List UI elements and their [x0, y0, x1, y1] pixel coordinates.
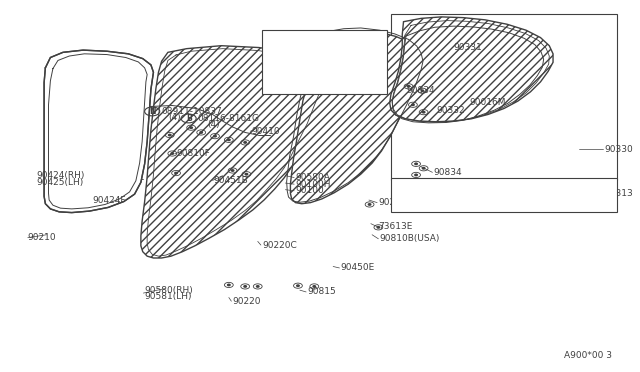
- Text: 73613E: 73613E: [273, 79, 308, 88]
- Text: 90580A: 90580A: [296, 173, 330, 182]
- Text: 90424F: 90424F: [93, 196, 126, 205]
- Text: 90211M: 90211M: [378, 198, 415, 207]
- Text: 90580(RH): 90580(RH): [145, 286, 193, 295]
- Text: 90410F: 90410F: [441, 203, 475, 212]
- Text: 90815: 90815: [307, 288, 336, 296]
- Circle shape: [214, 135, 216, 137]
- Bar: [391, 14, 617, 180]
- Polygon shape: [141, 46, 332, 258]
- Text: 90210: 90210: [28, 233, 56, 242]
- Text: (4): (4): [168, 113, 181, 122]
- Text: 90810B(USA): 90810B(USA): [380, 234, 440, 243]
- Polygon shape: [291, 31, 421, 204]
- Text: 08911-10837: 08911-10837: [161, 107, 221, 116]
- Text: 90450E: 90450E: [340, 263, 375, 272]
- Text: A900*00 3: A900*00 3: [564, 351, 612, 360]
- Text: 90425(LH): 90425(LH): [36, 178, 83, 187]
- Text: USA: USA: [271, 35, 293, 45]
- Text: 90331: 90331: [454, 43, 483, 52]
- Text: B: B: [186, 114, 191, 123]
- Circle shape: [168, 134, 171, 136]
- Circle shape: [171, 153, 173, 154]
- Circle shape: [228, 139, 230, 141]
- Circle shape: [415, 174, 417, 176]
- Text: 08116-8161G: 08116-8161G: [197, 114, 259, 123]
- Circle shape: [175, 172, 177, 174]
- Text: 73622A: 73622A: [273, 54, 308, 63]
- Text: 90220C: 90220C: [262, 241, 297, 250]
- Circle shape: [228, 284, 230, 286]
- Circle shape: [231, 170, 234, 171]
- Text: 90313: 90313: [605, 189, 634, 198]
- Circle shape: [244, 142, 246, 143]
- Text: N: N: [149, 107, 156, 116]
- Text: 90100H: 90100H: [296, 180, 331, 189]
- Text: 90332: 90332: [436, 106, 465, 115]
- Text: 90330: 90330: [605, 145, 634, 154]
- Polygon shape: [44, 50, 154, 212]
- Circle shape: [377, 227, 380, 228]
- Text: (4): (4): [207, 120, 220, 129]
- Circle shape: [244, 286, 246, 287]
- Text: 90834: 90834: [434, 168, 462, 177]
- Text: 90220: 90220: [232, 297, 261, 306]
- Text: 90810F: 90810F: [176, 150, 210, 158]
- Circle shape: [190, 127, 193, 128]
- Circle shape: [200, 132, 202, 133]
- Circle shape: [297, 285, 300, 286]
- Circle shape: [369, 204, 371, 205]
- Circle shape: [257, 286, 259, 287]
- Circle shape: [412, 104, 414, 106]
- Polygon shape: [390, 17, 553, 122]
- Circle shape: [245, 173, 248, 175]
- Circle shape: [313, 286, 316, 287]
- Text: 90581(LH): 90581(LH): [145, 292, 192, 301]
- Text: 90424(RH): 90424(RH): [36, 171, 84, 180]
- Bar: [262, 30, 387, 94]
- Text: 90016M: 90016M: [470, 99, 506, 108]
- Circle shape: [422, 167, 425, 169]
- Text: 90451B: 90451B: [214, 176, 248, 185]
- Text: 90100: 90100: [296, 186, 324, 195]
- Circle shape: [307, 81, 309, 83]
- Text: 90834: 90834: [406, 86, 435, 94]
- Circle shape: [415, 163, 417, 164]
- Circle shape: [421, 90, 424, 92]
- Text: 90410: 90410: [252, 127, 280, 136]
- Circle shape: [407, 86, 410, 87]
- Text: 73613E: 73613E: [378, 222, 413, 231]
- Circle shape: [422, 112, 425, 113]
- Bar: [391, 178, 617, 212]
